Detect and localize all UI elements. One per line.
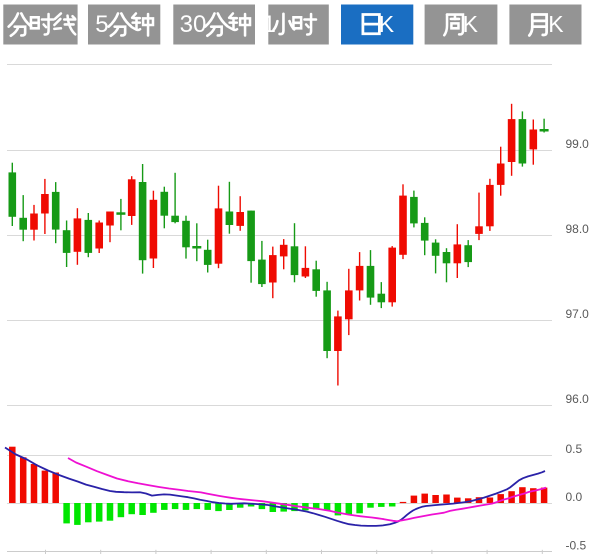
svg-text:98.0: 98.0 — [566, 222, 590, 236]
svg-text:97.0: 97.0 — [566, 307, 590, 321]
svg-text:5: 5 — [95, 11, 108, 38]
svg-text:0.5: 0.5 — [566, 442, 583, 456]
svg-text:1: 1 — [263, 11, 276, 38]
svg-text:-0.5: -0.5 — [566, 539, 587, 553]
svg-text:K: K — [463, 11, 479, 37]
svg-text:0.0: 0.0 — [566, 490, 583, 504]
svg-text:K: K — [548, 11, 564, 37]
svg-text:30: 30 — [180, 11, 207, 38]
svg-text:99.0: 99.0 — [566, 137, 590, 151]
svg-text:96.0: 96.0 — [566, 392, 590, 406]
svg-text:K: K — [379, 11, 395, 37]
